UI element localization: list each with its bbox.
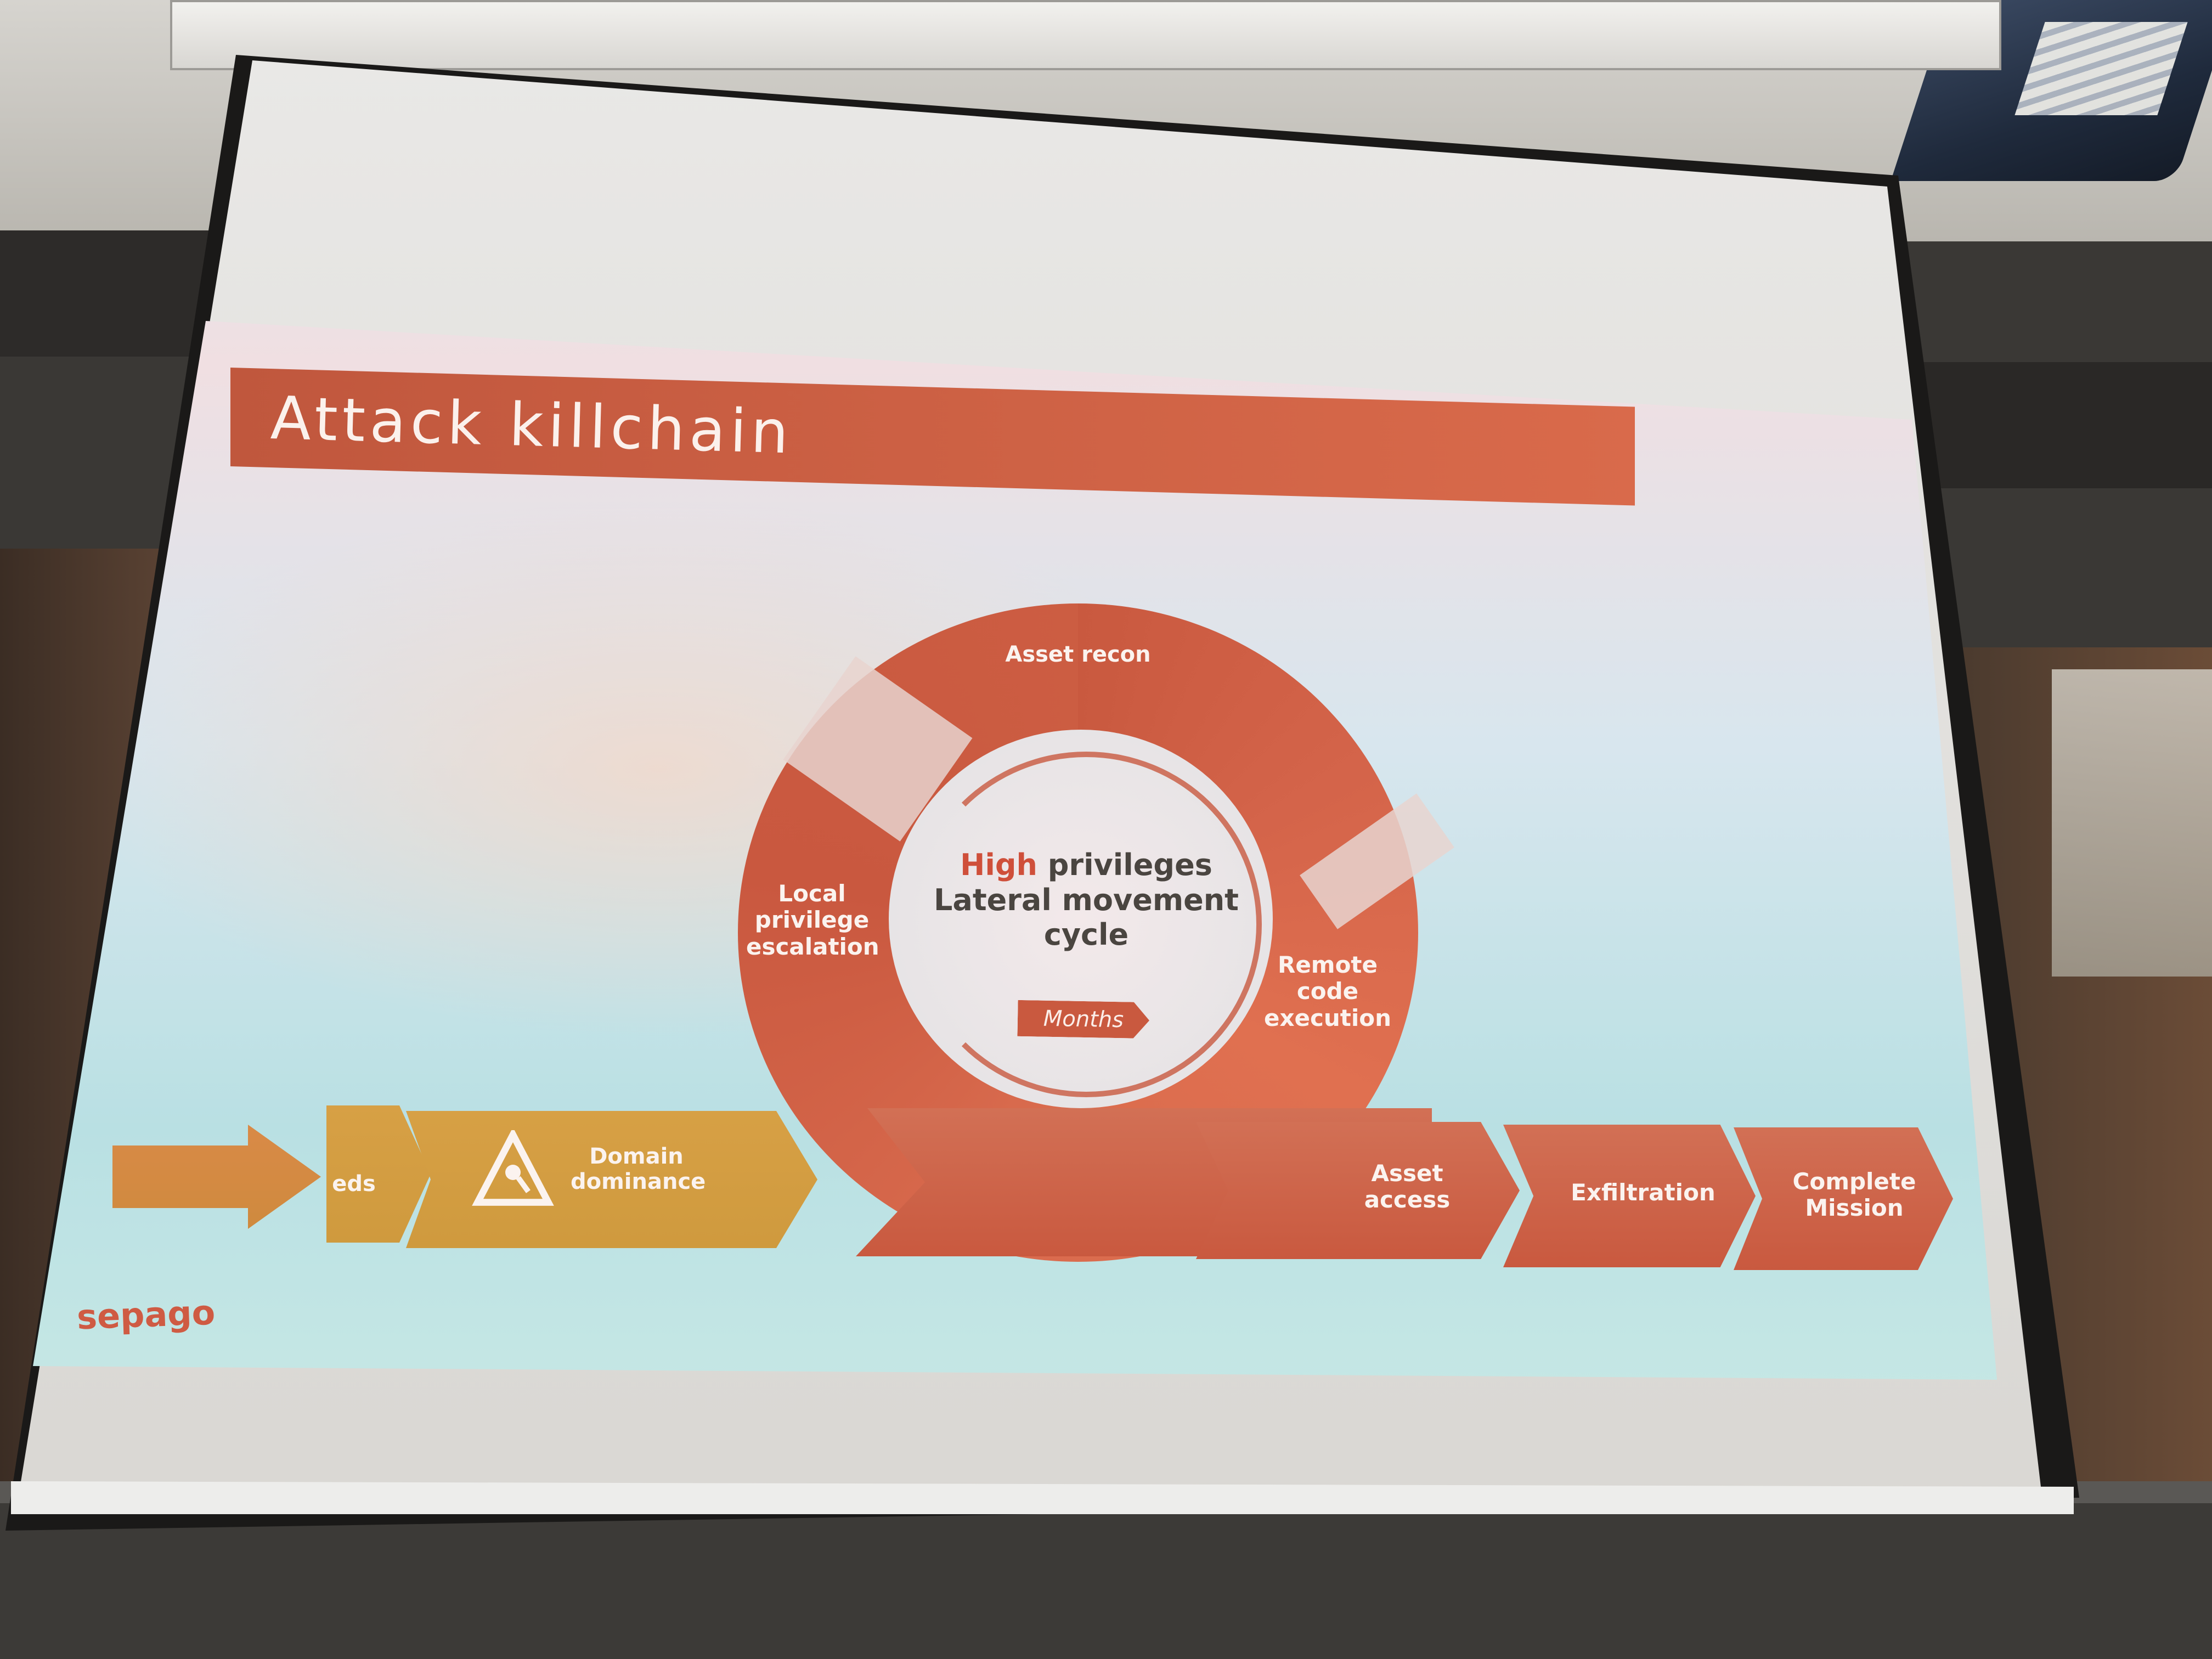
slide-title: Attack killchain [269,384,794,467]
asset-line2: access [1364,1186,1451,1214]
ceiling-beam-left [0,230,230,357]
window-right [2052,669,2212,977]
cycle-label-right-line1: Remote [1277,951,1378,978]
start-arrow [112,1125,321,1229]
cycle-label-left-line2: privilege [754,906,870,934]
step-exfiltration-label: Exfiltration [1571,1179,1716,1206]
cycle-label-asset-recon: Asset recon [1005,642,1151,667]
projector-screen-case [170,0,2001,70]
cycle-label-remote-code-execution: Remote code execution [1262,951,1393,1031]
center-line1-rest: privileges [1047,848,1212,882]
cycle-label-right-line2: code [1296,978,1359,1005]
center-highlight-word: High [960,848,1037,882]
step-complete-mission-label: Complete Mission [1778,1168,1931,1222]
months-tag: Months [1017,1000,1149,1039]
domain-line2: dominance [571,1169,706,1194]
step-domain-dominance [406,1111,817,1248]
projector-screen-bottom-bar [11,1481,2074,1514]
cycle-label-left-line1: Local [778,880,846,907]
domain-line1: Domain [589,1144,684,1169]
complete-line1: Complete [1792,1168,1916,1195]
cycle-center-line1: High privileges [933,848,1240,883]
cycle-label-right-line3: execution [1263,1004,1392,1031]
asset-line1: Asset [1371,1160,1443,1187]
step-complete-mission [1734,1127,1953,1270]
step-partial-label: eds [332,1171,376,1197]
sepago-logo: sepago [76,1292,216,1338]
step-asset-access-label: Asset access [1333,1160,1481,1214]
cycle-label-left-line3: escalation [746,933,879,960]
warning-key-icon [472,1130,554,1206]
step-domain-dominance-label: Domain dominance [571,1144,706,1194]
cycle-label-local-privilege-escalation: Local privilege escalation [746,880,879,960]
floor [0,1503,2212,1659]
complete-line2: Mission [1805,1194,1904,1222]
cycle-center-line3: cycle [1043,917,1129,952]
step-exfiltration [1503,1125,1756,1267]
ceiling-beam-right [1904,362,2212,488]
cycle-center-line2: Lateral movement [933,882,1239,917]
cycle-inner-arrow-arc [911,752,1262,1097]
ceiling-lamp-light [2015,22,2188,115]
cycle-center-text: High privileges Lateral movement cycle [933,848,1240,952]
step-asset-access [1196,1122,1520,1259]
